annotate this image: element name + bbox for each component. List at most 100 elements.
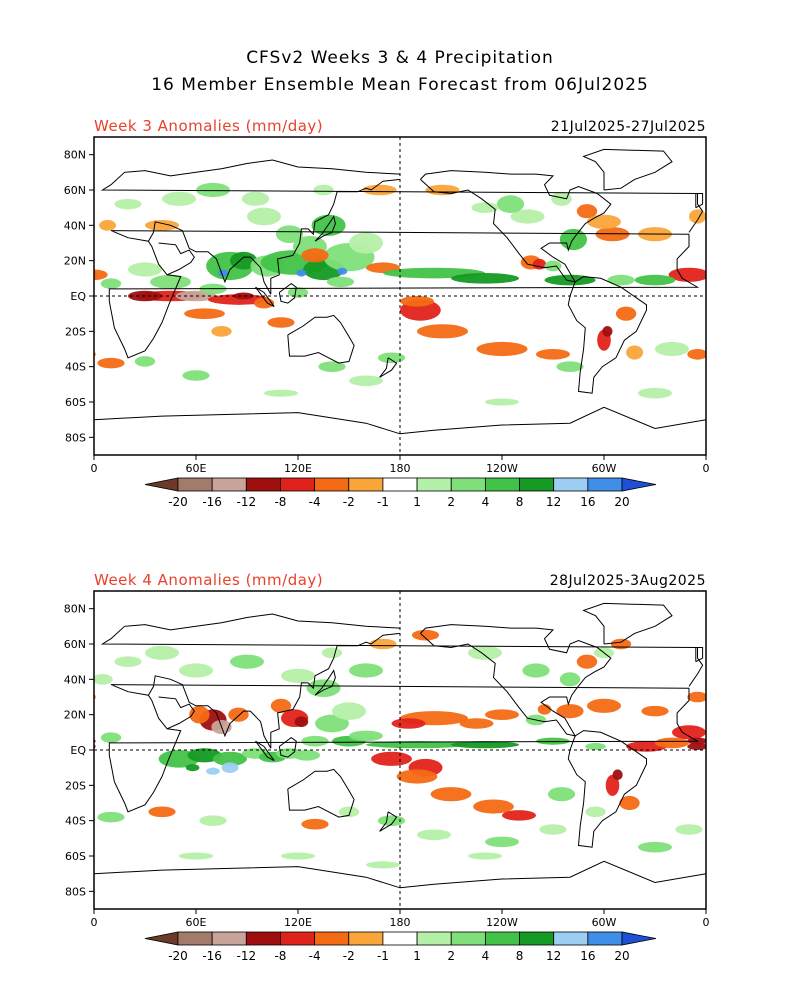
- anomaly-region: [675, 824, 703, 835]
- colorbar-label: -1: [377, 495, 389, 509]
- anomaly-region: [199, 815, 227, 826]
- anomaly-region: [213, 751, 247, 766]
- anomaly-region: [366, 741, 468, 749]
- anomaly-field: [94, 629, 706, 869]
- anomaly-region: [510, 209, 545, 224]
- lat-label: 60N: [64, 184, 86, 197]
- anomaly-region: [556, 704, 584, 719]
- colorbar-label: 12: [546, 949, 561, 963]
- colorbar-high-arrow: [621, 931, 657, 946]
- anomaly-region: [502, 810, 536, 821]
- colorbar-label: -12: [237, 495, 257, 509]
- coastline: [147, 178, 401, 295]
- lat-label: 20S: [65, 779, 86, 792]
- anomaly-region: [196, 182, 230, 198]
- colorbar-swatch: [553, 931, 589, 946]
- colorbar-label: 4: [482, 949, 490, 963]
- anomaly-region: [687, 742, 706, 750]
- anomaly-region: [537, 704, 552, 715]
- anomaly-region: [641, 705, 669, 717]
- colorbar-label: 2: [447, 949, 455, 963]
- coastline: [255, 286, 275, 308]
- colorbar-label: -2: [343, 495, 355, 509]
- anomaly-region: [377, 352, 406, 364]
- colorbar-swatch: [245, 931, 281, 946]
- anomaly-region: [687, 349, 706, 360]
- anomaly-region: [100, 278, 122, 289]
- anomaly-region: [275, 225, 304, 244]
- anomaly-region: [247, 207, 281, 226]
- colorbar-label: 1: [413, 949, 421, 963]
- anomaly-region: [544, 274, 596, 286]
- anomaly-field: [94, 182, 706, 406]
- coastline: [582, 602, 673, 645]
- lon-label: 0: [703, 462, 710, 475]
- anomaly-region: [281, 852, 315, 860]
- colorbar-label: 16: [580, 949, 595, 963]
- coastline: [94, 406, 706, 435]
- anomaly-region: [326, 276, 355, 288]
- anomaly-region: [162, 191, 196, 206]
- anomaly-region: [451, 273, 519, 284]
- anomaly-region: [148, 806, 176, 818]
- anomaly-region: [296, 269, 307, 277]
- coastline: [94, 860, 706, 889]
- anomaly-region: [362, 184, 397, 196]
- anomaly-region: [182, 370, 210, 381]
- lon-label: 120E: [284, 916, 312, 929]
- anomaly-region: [270, 698, 292, 713]
- lat-label: 40N: [64, 219, 86, 232]
- lon-label: 60W: [592, 916, 617, 929]
- lat-label: 20S: [65, 325, 86, 338]
- anomaly-region: [615, 306, 637, 321]
- anomaly-region: [294, 716, 309, 728]
- colorbar-label: 20: [614, 949, 629, 963]
- colorbar-label: -20: [168, 949, 188, 963]
- colorbar-label: 12: [546, 495, 561, 509]
- anomaly-region: [207, 294, 270, 305]
- coastline: [314, 215, 336, 242]
- colorbar-label: 8: [516, 949, 524, 963]
- anomaly-region: [468, 852, 502, 860]
- anomaly-region: [576, 654, 598, 669]
- colorbar-label: -8: [274, 949, 286, 963]
- coastline: [420, 170, 612, 283]
- anomaly-region: [179, 852, 213, 860]
- anomaly-region: [253, 297, 275, 309]
- colorbar-label: -12: [237, 949, 257, 963]
- colorbar-label: -8: [274, 495, 286, 509]
- anomaly-region: [605, 774, 620, 796]
- lat-label: 20N: [64, 255, 86, 268]
- anomaly-region: [619, 795, 640, 811]
- anomaly-region: [94, 270, 98, 279]
- anomaly-region: [184, 308, 225, 319]
- lat-label: 40N: [64, 673, 86, 686]
- anomaly-region: [430, 787, 472, 802]
- anomaly-region: [485, 836, 519, 848]
- coastline: [314, 669, 336, 696]
- lat-label: 60N: [64, 638, 86, 651]
- colorbar-swatch: [177, 931, 213, 946]
- lat-label: EQ: [70, 290, 86, 303]
- anomaly-region: [522, 663, 550, 678]
- colorbar-swatch: [587, 931, 623, 946]
- anomaly-region: [539, 824, 567, 835]
- lat-label: 80S: [65, 431, 86, 444]
- anomaly-region: [602, 326, 613, 337]
- colorbar-swatch: [211, 931, 247, 946]
- colorbar-swatch: [280, 931, 316, 946]
- anomaly-region: [610, 638, 632, 650]
- lon-label: 60W: [592, 462, 617, 475]
- coastline: [108, 230, 700, 359]
- anomaly-region: [391, 718, 426, 729]
- week4-date-range: 28Jul2025-3Aug2025: [549, 573, 706, 589]
- anomaly-region: [332, 702, 366, 720]
- anomaly-region: [689, 209, 706, 224]
- coastline: [567, 276, 647, 394]
- colorbar-swatch: [416, 931, 452, 946]
- colorbar-label: 8: [516, 495, 524, 509]
- lat-label: 80N: [64, 149, 86, 162]
- anomaly-region: [687, 691, 706, 703]
- anomaly-region: [655, 737, 689, 749]
- coastline: [567, 730, 647, 848]
